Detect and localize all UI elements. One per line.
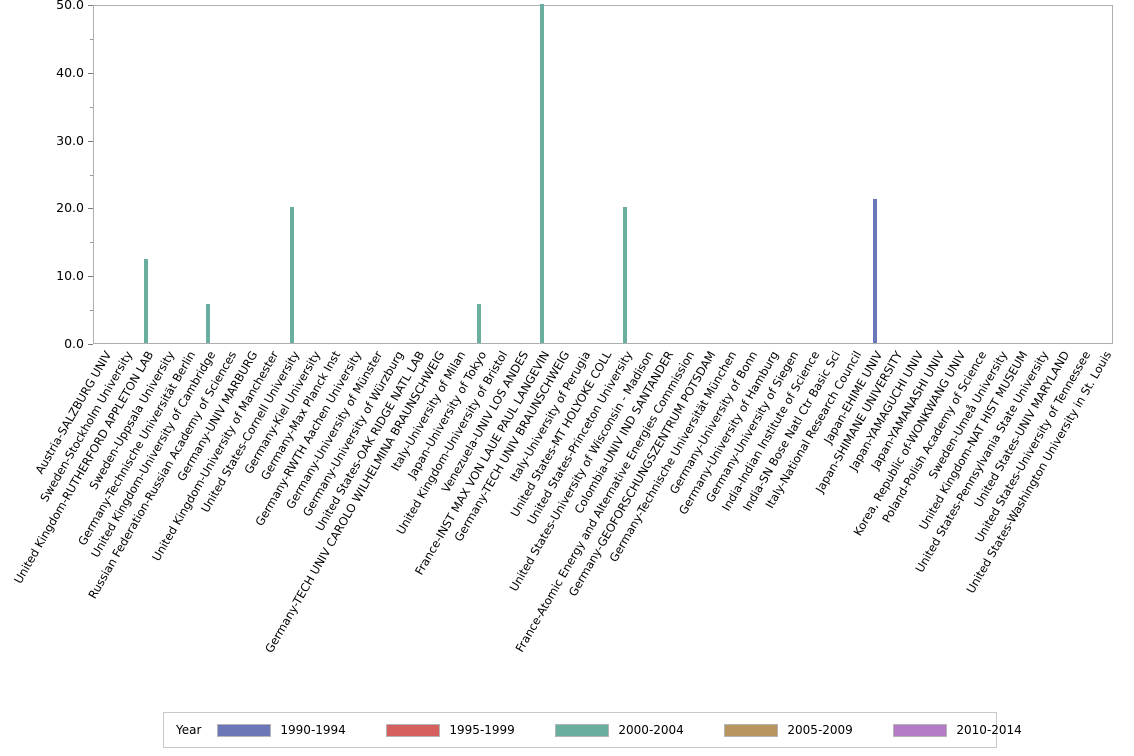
- x-axis-tick-label: Germany-GEOFORSCHUNGSZENTRUM POTSDAM: [566, 349, 719, 599]
- y-axis-tick-label: 40.0: [56, 64, 84, 80]
- y-axis-tick-label: 50.0: [56, 0, 84, 12]
- x-axis-tick-label: United Kingdom-University of Cambridge: [89, 349, 219, 560]
- y-axis-tick-label: 0.0: [64, 336, 84, 351]
- x-axis-tick-label: United States-Washington University in S…: [963, 349, 1114, 596]
- x-axis-tick-label: United States-Pennsylvania State Univers…: [913, 349, 1052, 575]
- y-axis-minor-tick: [90, 174, 93, 176]
- x-axis-tick-label: United States-Princeton University: [524, 349, 635, 527]
- x-axis-tick-label: United Kingdom-NAT HIST MUSEUM: [916, 349, 1030, 533]
- x-axis-tick-label: Germany-University of Münster: [283, 349, 385, 512]
- x-axis-tick-label: India-SN Bose Natl Ctr Basic Sci: [740, 349, 843, 514]
- y-axis-tick-mark: [88, 72, 93, 74]
- legend-color-swatch: [217, 723, 272, 737]
- x-axis-tick-label: United States-MT HOLYOKE COLL: [508, 349, 615, 520]
- x-axis-tick-label: Sweden-Uppsala University: [86, 349, 177, 492]
- y-axis-tick-label: 20.0: [56, 200, 84, 216]
- legend-entry[interactable]: 2010-2014: [893, 723, 1056, 737]
- x-axis-tick-label: Germany-UNIV MARBURG: [174, 349, 260, 484]
- y-axis-tick-label: 10.0: [56, 268, 84, 284]
- legend-color-swatch: [893, 723, 948, 737]
- legend-entry[interactable]: 1990-1994: [217, 723, 380, 737]
- x-axis-tick-label: Germany-University of Würzburg: [300, 349, 406, 519]
- x-axis-tick-label: Italy-University of Perugia: [507, 349, 593, 485]
- bar: [872, 198, 877, 343]
- x-axis-tick-label: Germany-University of Bonn: [666, 349, 759, 497]
- legend-entry[interactable]: 1995-1999: [386, 723, 549, 737]
- y-axis-tick-mark: [88, 276, 93, 278]
- legend-entries: 1990-1994 1995-1999 2000-2004 2005-2009 2010…: [217, 723, 1062, 737]
- x-axis-tick-label: Italy-National Research Council: [762, 349, 864, 511]
- bar: [622, 207, 627, 343]
- legend-entry[interactable]: 2000-2004: [555, 723, 718, 737]
- y-axis-tick-mark: [88, 5, 93, 6]
- legend-entry-label: 2010-2014: [956, 723, 1022, 737]
- x-axis-tick-label: Germany-University of Hamburg: [675, 349, 780, 518]
- x-axis-tick-label: France-Atomic Energy and Alternative Ene…: [513, 349, 698, 655]
- bar: [144, 258, 149, 343]
- x-axis-tick-label: Germany-Technische Universität München: [606, 349, 739, 565]
- x-axis-tick-label: United States-University of Tennessee: [972, 349, 1093, 545]
- legend-title: Year: [176, 723, 202, 737]
- legend-color-swatch: [555, 723, 610, 737]
- x-axis-tick-label: United Kingdom-University of Bristol: [393, 349, 510, 537]
- x-axis-tick-label: Korea, Republic of-WONKWANG UNIV: [850, 349, 968, 539]
- x-axis-tick-label: Colombia-UNIV IND SANTANDER: [572, 349, 677, 516]
- x-axis-tick-label: Japan-YAMAGUCHI UNIV: [846, 349, 926, 474]
- legend: Year 1990-1994 1995-1999 2000-2004 2005-200…: [163, 712, 1022, 748]
- y-axis-tick-mark: [88, 208, 93, 210]
- x-axis-tick-label: Sweden-Umeå University: [925, 349, 1010, 482]
- x-axis-tick-label: United States-Cornell University: [198, 349, 302, 515]
- y-axis-tick-mark: [88, 344, 93, 345]
- bar: [477, 303, 482, 343]
- x-axis-tick-label: Germany-Technische Universität Berlin: [75, 349, 198, 548]
- x-axis-tick-label: Japan-SHIMANE UNIVERSITY: [813, 349, 906, 496]
- x-axis-tick-label: Japan-University of Tokyo: [405, 349, 490, 481]
- x-axis-tick-label: Italy-University of Milan: [388, 349, 468, 474]
- x-axis-tick-label: Poland-Polish Academy of Science: [879, 349, 989, 526]
- x-axis-tick-label: Germany-RWTH Aachen University: [253, 349, 365, 529]
- x-axis-tick-label: Japan-YAMANASHI UNIV: [868, 349, 947, 472]
- legend-entry[interactable]: 2005-2009: [724, 723, 887, 737]
- bar: [289, 207, 294, 343]
- bar: [539, 4, 544, 343]
- legend-entry-label: 1995-1999: [449, 723, 515, 737]
- y-axis-minor-tick: [90, 310, 93, 312]
- x-axis-tick-label: Germany-Kiel University: [241, 349, 323, 477]
- y-axis-minor-tick: [90, 38, 93, 40]
- y-axis-minor-tick: [90, 242, 93, 244]
- x-axis-tick-label: Japan-EHIME UNIV: [820, 349, 884, 447]
- x-axis-tick-label: Germany-TECH UNIV BRAUNSCHWEIG: [452, 349, 573, 544]
- x-axis-tick-label: Venezuela-UNIV LOS ANDES: [438, 349, 531, 495]
- x-axis-tick-labels: Austria-SALZBURG UNIV Sweden-Stockholm Un…: [11, 345, 1114, 705]
- y-axis-tick-label: 30.0: [56, 132, 84, 148]
- y-axis-ticks: 0.0 10.0 20.0 30.0 40.0 50.0: [0, 0, 96, 350]
- x-axis-tick-label: Sweden-Stockholm University: [37, 349, 135, 505]
- bars-layer: [94, 4, 1112, 343]
- x-axis-tick-label: Germany-TECH UNIV CAROLO WILHELMINA BRAU…: [263, 349, 448, 656]
- y-axis-minor-tick: [90, 106, 93, 108]
- x-axis-tick-label: India-Indian Institute of Science: [719, 349, 822, 514]
- x-axis-tick-label: United States-University of Wisconsin - …: [506, 349, 656, 594]
- bar: [206, 303, 211, 343]
- y-axis-tick-mark: [88, 140, 93, 142]
- x-axis-tick-label: Germany-Max Planck Inst: [258, 349, 343, 483]
- x-axis-tick-label: Austria-SALZBURG UNIV: [33, 349, 115, 477]
- x-axis-tick-label: United Kingdom-RUTHERFORD APPLETON LAB: [11, 349, 156, 586]
- x-axis-tick-label: United Kingdom-University of Manchester: [149, 349, 281, 564]
- legend-entry-label: 1990-1994: [280, 723, 346, 737]
- x-axis-tick-label: United States-OAK RIDGE NATL LAB: [312, 349, 427, 534]
- legend-entry-label: 2005-2009: [787, 723, 853, 737]
- legend-color-swatch: [724, 723, 779, 737]
- x-axis-tick-label: Russian Federation-Russian Academy of Sc…: [86, 349, 240, 602]
- plot-area: [93, 4, 1113, 344]
- legend-entry-label: 2000-2004: [618, 723, 684, 737]
- x-axis-tick-label: United States-UNIV MARYLAND: [971, 349, 1072, 510]
- legend-color-swatch: [386, 723, 441, 737]
- x-axis-tick-label: Germany-University of Siegen: [703, 349, 801, 505]
- x-axis-tick-label: France-INST MAX VON LAUE PAUL LANGEVIN: [412, 349, 552, 578]
